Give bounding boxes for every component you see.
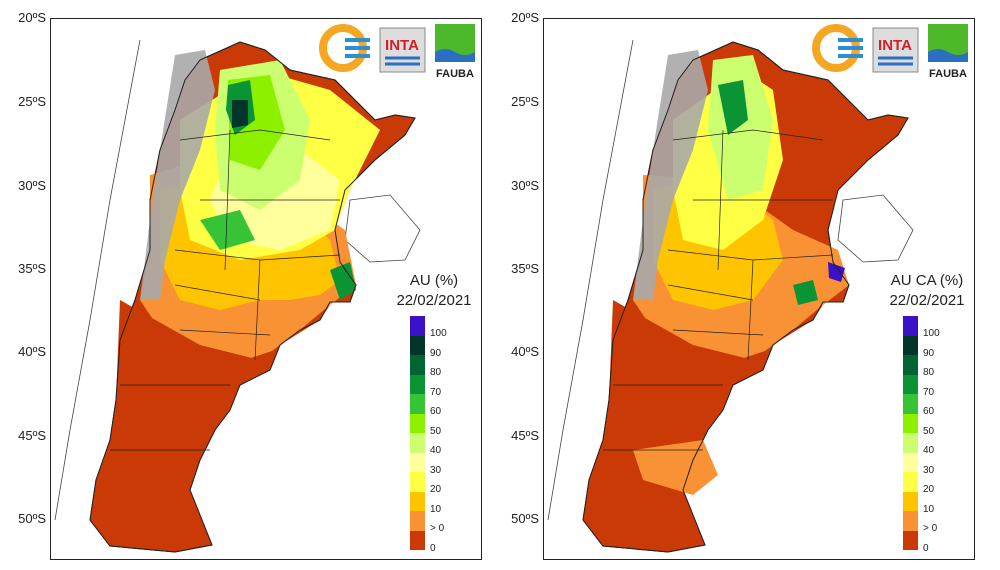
legend-tick: > 0 (923, 523, 938, 534)
legend-swatch (410, 530, 425, 550)
moisture-zone (793, 280, 818, 305)
latitude-label: 20ºS (18, 10, 46, 25)
moisture-zone (763, 80, 908, 240)
legend-tick: 30 (430, 464, 442, 476)
legend-swatch (903, 335, 918, 355)
legend-swatch (903, 355, 918, 375)
latitude-label: 25ºS (511, 94, 539, 109)
latitude-label: 40ºS (18, 344, 46, 359)
legend-swatch (410, 335, 425, 355)
legend-tick: 90 (923, 347, 935, 359)
latitude-label: 50ºS (18, 511, 46, 526)
latitude-label: 35ºS (18, 261, 46, 276)
latitude-label: 50ºS (511, 511, 539, 526)
latitude-label: 35ºS (511, 261, 539, 276)
fauba-logo: FAUBA (435, 24, 475, 80)
legend-tick: 30 (923, 464, 935, 476)
legend-swatch (903, 433, 918, 453)
andes-mask (140, 50, 215, 300)
legend-tick: 0 (923, 542, 929, 554)
moisture-zone (330, 262, 356, 300)
legend-tick: 50 (430, 425, 442, 437)
legend-tick: 70 (923, 386, 935, 398)
legend-tick: 100 (923, 328, 940, 339)
legend-tick: 10 (923, 503, 935, 515)
legend-tick: 40 (430, 445, 442, 456)
legend-tick: 50 (923, 425, 935, 437)
uruguay-outline (344, 194, 421, 263)
uruguay-outline (837, 194, 914, 263)
moisture-map (547, 39, 914, 553)
legend-swatch (410, 374, 425, 394)
legend-date: 22/02/2021 (889, 292, 965, 309)
moisture-zone (90, 300, 330, 546)
andes-mask (633, 50, 708, 300)
latitude-label: 30ºS (18, 178, 46, 193)
legend-swatch (903, 374, 918, 394)
argentina-outline (89, 41, 416, 553)
latitude-label: 45ºS (511, 428, 539, 443)
legend-swatch (903, 413, 918, 433)
svg-text:FAUBA: FAUBA (436, 68, 474, 80)
legend-tick: 40 (923, 445, 935, 456)
legend-swatch (903, 491, 918, 511)
latitude-label: 40ºS (511, 344, 539, 359)
legend-title: AU CA (%) (890, 272, 964, 289)
legend-swatch (903, 472, 918, 492)
legend-swatch (410, 413, 425, 433)
legend-swatch (903, 452, 918, 472)
legend-swatch (903, 530, 918, 550)
svg-text:FAUBA: FAUBA (929, 68, 967, 80)
fauba-logo: FAUBA (928, 24, 968, 80)
legend-swatch (410, 316, 425, 336)
legend-tick: > 0 (430, 523, 445, 534)
map-panel-au-ca: 20ºS 25ºS 30ºS 35ºS 40ºS 45ºS 50ºS INTA FAUBA A… (493, 0, 993, 570)
legend-tick: 90 (430, 347, 442, 359)
moisture-zone (583, 300, 823, 546)
chile-border (54, 39, 141, 521)
legend-tick: 70 (430, 386, 442, 398)
latitude-label: 30ºS (511, 178, 539, 193)
latitude-label: 20ºS (511, 10, 539, 25)
legend-swatch (903, 511, 918, 531)
legend-swatch (903, 316, 918, 336)
legend-tick: 10 (430, 503, 442, 515)
legend-swatch (410, 452, 425, 472)
legend-title: AU (%) (409, 272, 459, 289)
province-borders (110, 129, 341, 451)
logos: INTA FAUBA (808, 22, 973, 84)
legend-tick: 80 (430, 367, 442, 378)
legend-tick: 20 (923, 484, 935, 495)
logos: INTA FAUBA (315, 22, 480, 84)
legend-tick: 20 (430, 484, 442, 495)
legend-date: 22/02/2021 (396, 292, 472, 309)
svg-text:INTA: INTA (385, 37, 419, 54)
legend-swatch (410, 491, 425, 511)
legend-swatch (410, 394, 425, 414)
moisture-zone (718, 80, 748, 135)
svg-text:INTA: INTA (878, 37, 912, 54)
legend-tick: 60 (430, 406, 442, 417)
legend-swatch (410, 472, 425, 492)
moisture-zone (633, 440, 718, 495)
chile-border (547, 39, 634, 521)
argentina-outline (582, 41, 909, 553)
legend-swatch (410, 511, 425, 531)
latitude-label: 45ºS (18, 428, 46, 443)
moisture-zone (200, 210, 255, 250)
legend-swatch (410, 433, 425, 453)
province-borders (603, 129, 834, 451)
legend-tick: 60 (923, 406, 935, 417)
legend-tick: 80 (923, 367, 935, 378)
legend-tick: 100 (430, 328, 447, 339)
moisture-zone (828, 262, 845, 282)
map-panel-au: 20ºS 25ºS 30ºS 35ºS 40ºS 45ºS 50ºS INTA FAUBA A… (18, 10, 482, 560)
latitude-label: 25ºS (18, 94, 46, 109)
legend-tick: 0 (430, 542, 436, 554)
moisture-zone (232, 100, 248, 128)
legend-swatch (903, 394, 918, 414)
moisture-map (54, 39, 421, 553)
legend-swatch (410, 355, 425, 375)
